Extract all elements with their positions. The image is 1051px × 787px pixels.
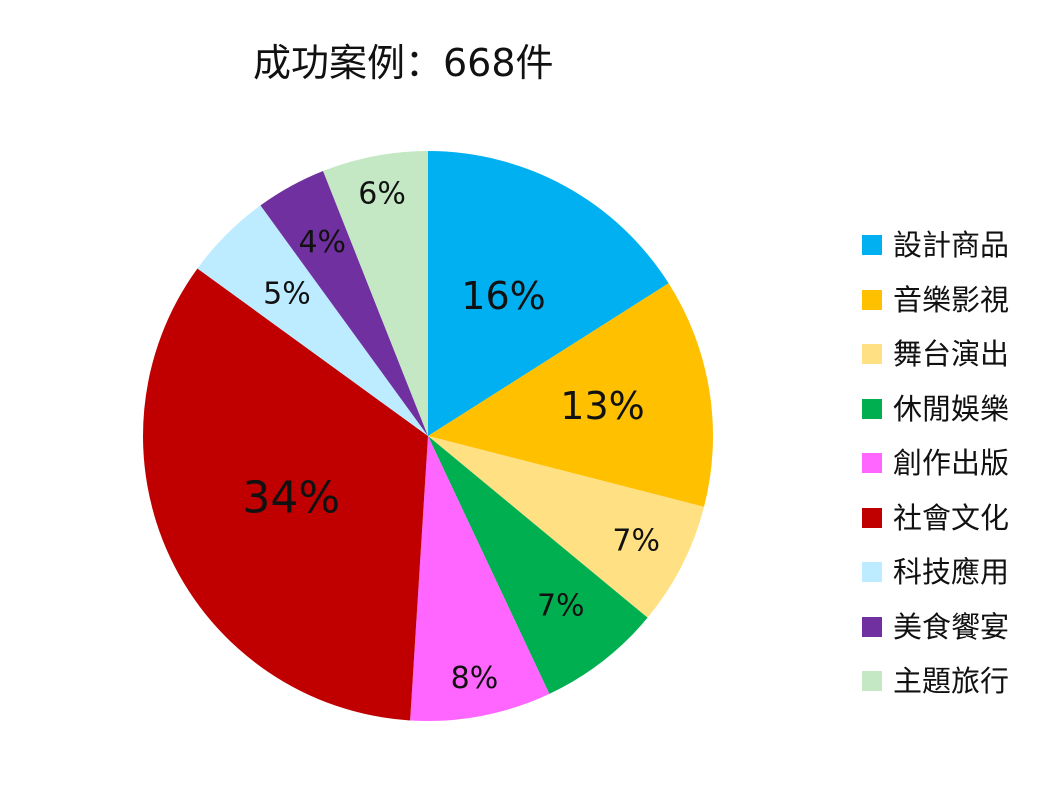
pie-slice-9 [323, 151, 428, 436]
legend-item-1: 設計商品 [862, 218, 1047, 273]
legend-label-3: 舞台演出 [893, 337, 1010, 372]
pie-slice-5 [410, 436, 550, 721]
data-label-5: 8% [451, 661, 499, 696]
chart-title: 成功案例：668件 [253, 41, 554, 85]
pie-slice-2 [428, 283, 713, 507]
legend-item-8: 美食饗宴 [862, 600, 1047, 655]
data-label-7: 5% [263, 276, 311, 311]
data-label-6: 34% [242, 472, 340, 523]
legend-label-5: 創作出版 [893, 446, 1010, 481]
legend-swatch-5 [862, 453, 882, 474]
legend-label-1: 設計商品 [893, 228, 1010, 263]
legend-item-3: 舞台演出 [862, 327, 1047, 382]
pie-slice-7 [197, 205, 428, 436]
legend-swatch-4 [862, 398, 882, 419]
legend-label-8: 美食饗宴 [893, 609, 1010, 644]
legend-label-4: 休閒娛樂 [893, 391, 1010, 426]
pie-slice-1 [428, 151, 669, 436]
legend-item-9: 主題旅行 [862, 654, 1047, 709]
legend-item-7: 科技應用 [862, 545, 1047, 600]
data-label-1: 16% [461, 274, 545, 318]
data-label-4: 7% [537, 589, 585, 624]
legend-label-6: 社會文化 [893, 500, 1010, 535]
legend-swatch-3 [862, 344, 882, 365]
legend-swatch-2 [862, 289, 882, 310]
pie-slice-4 [428, 436, 648, 694]
legend-swatch-1 [862, 235, 882, 256]
legend-item-2: 音樂影視 [862, 273, 1047, 328]
legend: 設計商品音樂影視舞台演出休閒娛樂創作出版社會文化科技應用美食饗宴主題旅行 [862, 218, 1047, 709]
pie-slice-3 [428, 436, 705, 618]
pie-slice-8 [260, 171, 428, 436]
data-label-9: 6% [358, 177, 406, 212]
legend-label-2: 音樂影視 [893, 282, 1010, 317]
legend-swatch-6 [862, 507, 882, 528]
legend-label-7: 科技應用 [893, 555, 1010, 590]
data-label-8: 4% [298, 225, 346, 260]
legend-label-9: 主題旅行 [893, 664, 1010, 699]
legend-swatch-7 [862, 562, 882, 583]
legend-swatch-9 [862, 671, 882, 692]
legend-item-6: 社會文化 [862, 491, 1047, 546]
data-label-2: 13% [560, 384, 644, 428]
legend-item-5: 創作出版 [862, 436, 1047, 491]
pie-slice-6 [142, 268, 429, 721]
legend-item-4: 休閒娛樂 [862, 382, 1047, 437]
data-label-3: 7% [612, 524, 660, 559]
legend-swatch-8 [862, 616, 882, 637]
